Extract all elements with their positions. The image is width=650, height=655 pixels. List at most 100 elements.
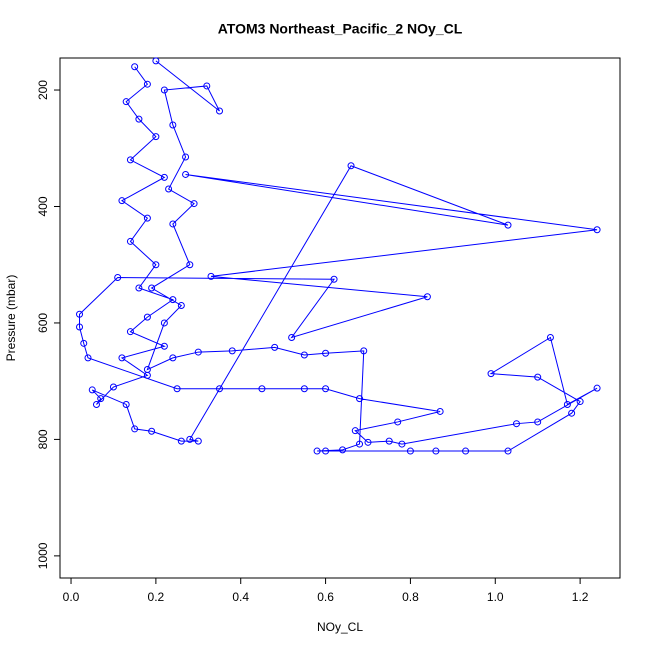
data-point <box>487 370 495 378</box>
data-point <box>593 226 601 234</box>
x-tick-label: 0.4 <box>232 590 249 604</box>
data-point <box>148 427 156 435</box>
data-point <box>356 395 364 403</box>
data-point <box>186 435 194 443</box>
data-point <box>186 261 194 269</box>
x-tick-label: 0.8 <box>402 590 419 604</box>
data-point <box>97 395 105 403</box>
data-point <box>322 349 330 357</box>
data-point <box>118 354 126 362</box>
chart-title: ATOM3 Northeast_Pacific_2 NOy_CL <box>218 21 463 37</box>
data-point <box>76 323 84 331</box>
data-point <box>385 437 393 445</box>
data-point <box>92 400 100 408</box>
y-tick-label: 600 <box>36 313 50 333</box>
data-point <box>288 334 296 342</box>
data-point <box>360 347 368 355</box>
data-point <box>173 385 181 393</box>
data-point <box>182 170 190 178</box>
data-point <box>152 57 160 65</box>
data-point <box>114 274 122 282</box>
data-point <box>131 425 139 433</box>
x-tick-label: 0.6 <box>317 590 334 604</box>
data-point <box>216 385 224 393</box>
data-point <box>351 427 359 435</box>
data-point <box>313 447 321 455</box>
data-point <box>563 400 571 408</box>
data-point <box>322 385 330 393</box>
data-point <box>169 296 177 304</box>
x-tick-label: 1.2 <box>572 590 589 604</box>
data-point <box>568 409 576 417</box>
data-point <box>131 63 139 71</box>
data-point <box>122 98 130 106</box>
data-point <box>394 418 402 426</box>
data-point <box>534 373 542 381</box>
data-point <box>160 173 168 181</box>
y-tick-label: 200 <box>36 80 50 100</box>
x-tick-label: 0.2 <box>148 590 165 604</box>
data-point <box>339 446 347 454</box>
data-point <box>194 348 202 356</box>
data-point <box>322 447 330 455</box>
data-point <box>194 437 202 445</box>
data-point <box>152 133 160 141</box>
data-point <box>143 80 151 88</box>
data-point <box>398 440 406 448</box>
data-point <box>80 339 88 347</box>
data-point <box>190 200 198 208</box>
data-point <box>364 438 372 446</box>
data-point <box>300 385 308 393</box>
data-point <box>169 354 177 362</box>
data-point <box>271 343 279 351</box>
x-tick-label: 0.0 <box>63 590 80 604</box>
data-point <box>347 162 355 170</box>
data-point <box>165 185 173 193</box>
data-point <box>330 275 338 283</box>
data-point <box>423 293 431 301</box>
data-point <box>169 121 177 129</box>
data-point <box>300 351 308 359</box>
data-point <box>152 261 160 269</box>
y-tick-label: 400 <box>36 196 50 216</box>
data-point <box>135 115 143 123</box>
data-point <box>177 437 185 445</box>
data-point <box>88 386 96 394</box>
y-axis-label: Pressure (mbar) <box>4 275 18 362</box>
data-point <box>356 440 364 448</box>
data-point <box>126 328 134 336</box>
data-point <box>143 313 151 321</box>
data-point <box>504 447 512 455</box>
data-point <box>160 319 168 327</box>
data-point <box>160 342 168 350</box>
data-point <box>177 301 185 309</box>
data-point <box>122 400 130 408</box>
data-point <box>169 220 177 228</box>
data-point <box>258 385 266 393</box>
data-point <box>160 86 168 94</box>
data-point <box>126 237 134 245</box>
data-point <box>182 153 190 161</box>
data-point <box>148 284 156 292</box>
plot-frame <box>59 57 621 579</box>
x-axis-label: NOy_CL <box>317 620 363 634</box>
data-line <box>79 60 598 452</box>
y-tick-label: 800 <box>36 429 50 449</box>
data-point <box>436 407 444 415</box>
data-point <box>135 284 143 292</box>
data-point <box>406 447 414 455</box>
data-point <box>546 334 554 342</box>
data-point <box>593 384 601 392</box>
data-point <box>432 447 440 455</box>
data-point <box>512 420 520 428</box>
data-point <box>143 366 151 374</box>
data-point <box>504 221 512 229</box>
data-point <box>126 156 134 164</box>
data-point <box>216 107 224 115</box>
data-point <box>462 447 470 455</box>
y-tick-label: 1000 <box>36 542 50 569</box>
data-point <box>143 214 151 222</box>
data-point <box>118 197 126 205</box>
